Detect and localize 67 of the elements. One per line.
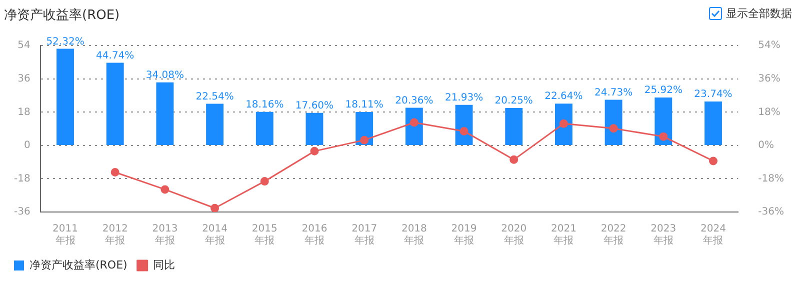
y-tick-label: -18 <box>14 173 30 184</box>
x-tick-label: 2014 年报 <box>202 224 228 247</box>
data-label: 21.93% <box>444 92 484 104</box>
bar <box>704 102 722 145</box>
x-tick-label: 2012 年报 <box>102 224 128 247</box>
data-label: 18.16% <box>246 99 284 110</box>
y2-tick-label: 36% <box>758 73 780 84</box>
data-label: 25.92% <box>644 85 682 96</box>
y2-tick-label: 54% <box>758 40 780 52</box>
data-label: 34.08% <box>146 70 184 82</box>
x-tick-label: 2017 年报 <box>352 224 378 247</box>
point <box>659 132 668 141</box>
bar <box>106 62 124 145</box>
point <box>510 155 518 164</box>
x-tick-label: 2013 年报 <box>152 224 178 247</box>
bar <box>654 98 672 145</box>
text: 显示全部数据 <box>726 6 792 21</box>
legend-label: 净资产收益率(ROE) <box>30 258 128 272</box>
bar <box>256 112 274 145</box>
x-tick-label: 2018 年报 <box>401 224 427 247</box>
data-label: 23.74% <box>694 89 732 100</box>
bar <box>156 82 174 145</box>
bar <box>56 48 74 145</box>
point <box>310 146 319 156</box>
x-tick-label: 2020 年报 <box>501 224 527 247</box>
point <box>559 119 568 128</box>
point <box>360 136 369 144</box>
y2-tick-label: -36% <box>758 206 784 218</box>
x-tick-label: 2011 年报 <box>52 224 78 247</box>
point <box>609 124 618 133</box>
bar <box>505 108 523 145</box>
point <box>460 126 468 136</box>
data-label: 22.54% <box>196 91 234 102</box>
data-label: 20.36% <box>395 95 434 106</box>
y2-tick-label: -18% <box>758 173 784 184</box>
point <box>210 204 220 212</box>
x-tick-label: 2023 年报 <box>650 224 676 247</box>
y-tick-label: 54 <box>18 40 30 52</box>
point <box>260 177 269 186</box>
point <box>708 156 718 166</box>
data-label: 22.64% <box>544 91 583 102</box>
data-label: 52.32% <box>46 36 84 48</box>
point <box>160 185 170 194</box>
data-label: 20.25% <box>494 96 533 107</box>
x-tick-label: 2015 年报 <box>252 224 278 247</box>
y2-tick-label: 18% <box>758 106 780 118</box>
y-tick-label: 18 <box>18 106 30 118</box>
bar <box>306 112 324 145</box>
y2-tick-label: 0% <box>758 140 774 152</box>
point <box>410 118 418 127</box>
bar <box>206 104 224 145</box>
x-tick-label: 2016 年报 <box>302 224 328 247</box>
y-tick-label: 0 <box>24 140 30 152</box>
y-tick-label: -36 <box>14 206 30 218</box>
data-label: 44.74% <box>96 50 134 62</box>
data-label: 18.11% <box>345 100 384 111</box>
x-tick-label: 2022 年报 <box>600 224 626 247</box>
bar <box>604 100 622 145</box>
chart-title: 净资产收益率(ROE) <box>4 7 120 24</box>
x-tick-label: 2024 年报 <box>700 224 726 247</box>
data-label: 24.73% <box>594 87 633 98</box>
data-label: 17.60% <box>295 100 334 112</box>
point <box>110 168 120 176</box>
x-tick-label: 2021 年报 <box>550 224 576 247</box>
x-tick-label: 2019 年报 <box>451 224 477 247</box>
legend-label: 同比 <box>152 258 175 272</box>
y-tick-label: 36 <box>18 73 30 84</box>
